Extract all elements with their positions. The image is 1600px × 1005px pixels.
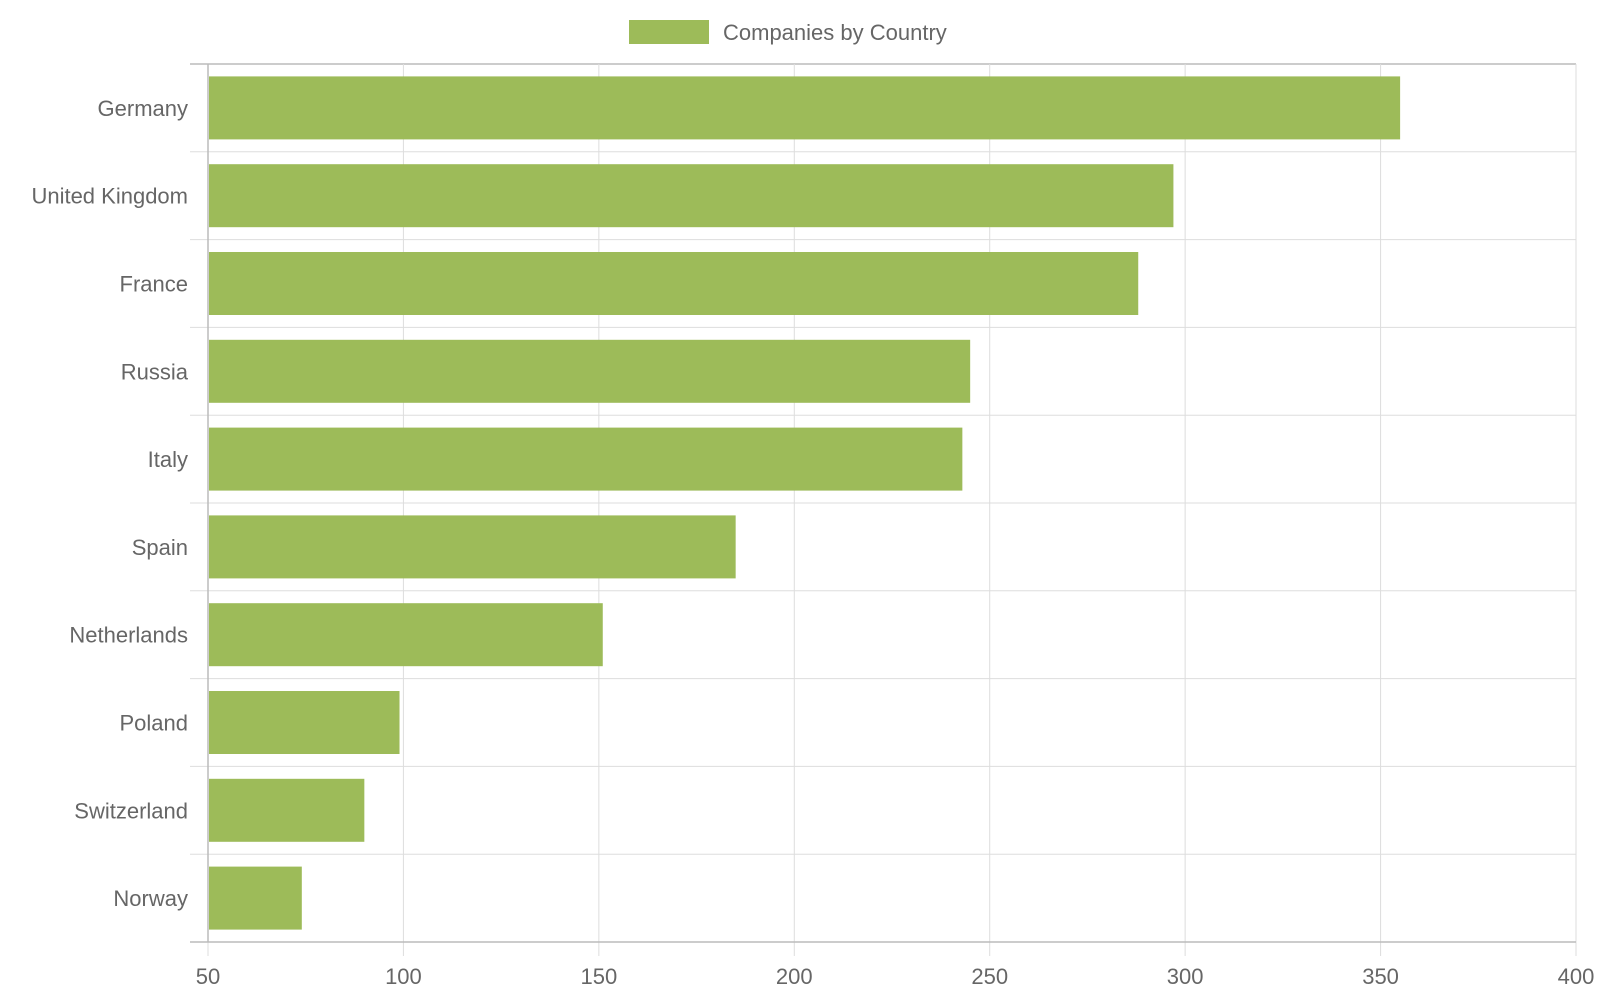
x-axis-labels: 50 100 150 200 250 300 350 400 — [196, 964, 1595, 989]
legend-swatch[interactable] — [629, 20, 709, 44]
x-tick-label: 50 — [196, 964, 220, 989]
x-tick-label: 250 — [971, 964, 1008, 989]
y-tick-label: Netherlands — [69, 623, 188, 648]
bars — [209, 76, 1401, 930]
x-tick-label: 400 — [1558, 964, 1595, 989]
bar-spain[interactable] — [209, 515, 736, 579]
bar-norway[interactable] — [209, 866, 302, 930]
y-tick-label: Switzerland — [74, 798, 188, 823]
bar-france[interactable] — [209, 252, 1139, 315]
y-tick-label: Germany — [98, 96, 188, 121]
x-tick-label: 200 — [776, 964, 813, 989]
x-tick-label: 100 — [385, 964, 422, 989]
y-tick-label: Spain — [132, 535, 188, 560]
y-tick-label: Russia — [121, 359, 189, 384]
bar-switzerland[interactable] — [209, 778, 365, 842]
legend[interactable]: Companies by Country — [629, 20, 947, 45]
x-tick-label: 300 — [1167, 964, 1204, 989]
bar-united-kingdom[interactable] — [209, 164, 1174, 228]
x-tick-label: 150 — [580, 964, 617, 989]
y-tick-label: Poland — [119, 711, 188, 736]
y-tick-label: France — [120, 272, 188, 297]
y-tick-label: Italy — [148, 447, 188, 472]
legend-label[interactable]: Companies by Country — [723, 20, 947, 45]
bar-russia[interactable] — [209, 339, 971, 403]
bar-poland[interactable] — [209, 691, 400, 754]
y-axis-labels: Germany United Kingdom France Russia Italy Sp… — [31, 96, 188, 911]
x-tick-label: 350 — [1362, 964, 1399, 989]
bar-italy[interactable] — [209, 427, 963, 491]
bar-netherlands[interactable] — [209, 603, 603, 667]
y-tick-label: United Kingdom — [31, 184, 188, 209]
bar-germany[interactable] — [209, 76, 1401, 140]
y-tick-label: Norway — [113, 886, 188, 911]
